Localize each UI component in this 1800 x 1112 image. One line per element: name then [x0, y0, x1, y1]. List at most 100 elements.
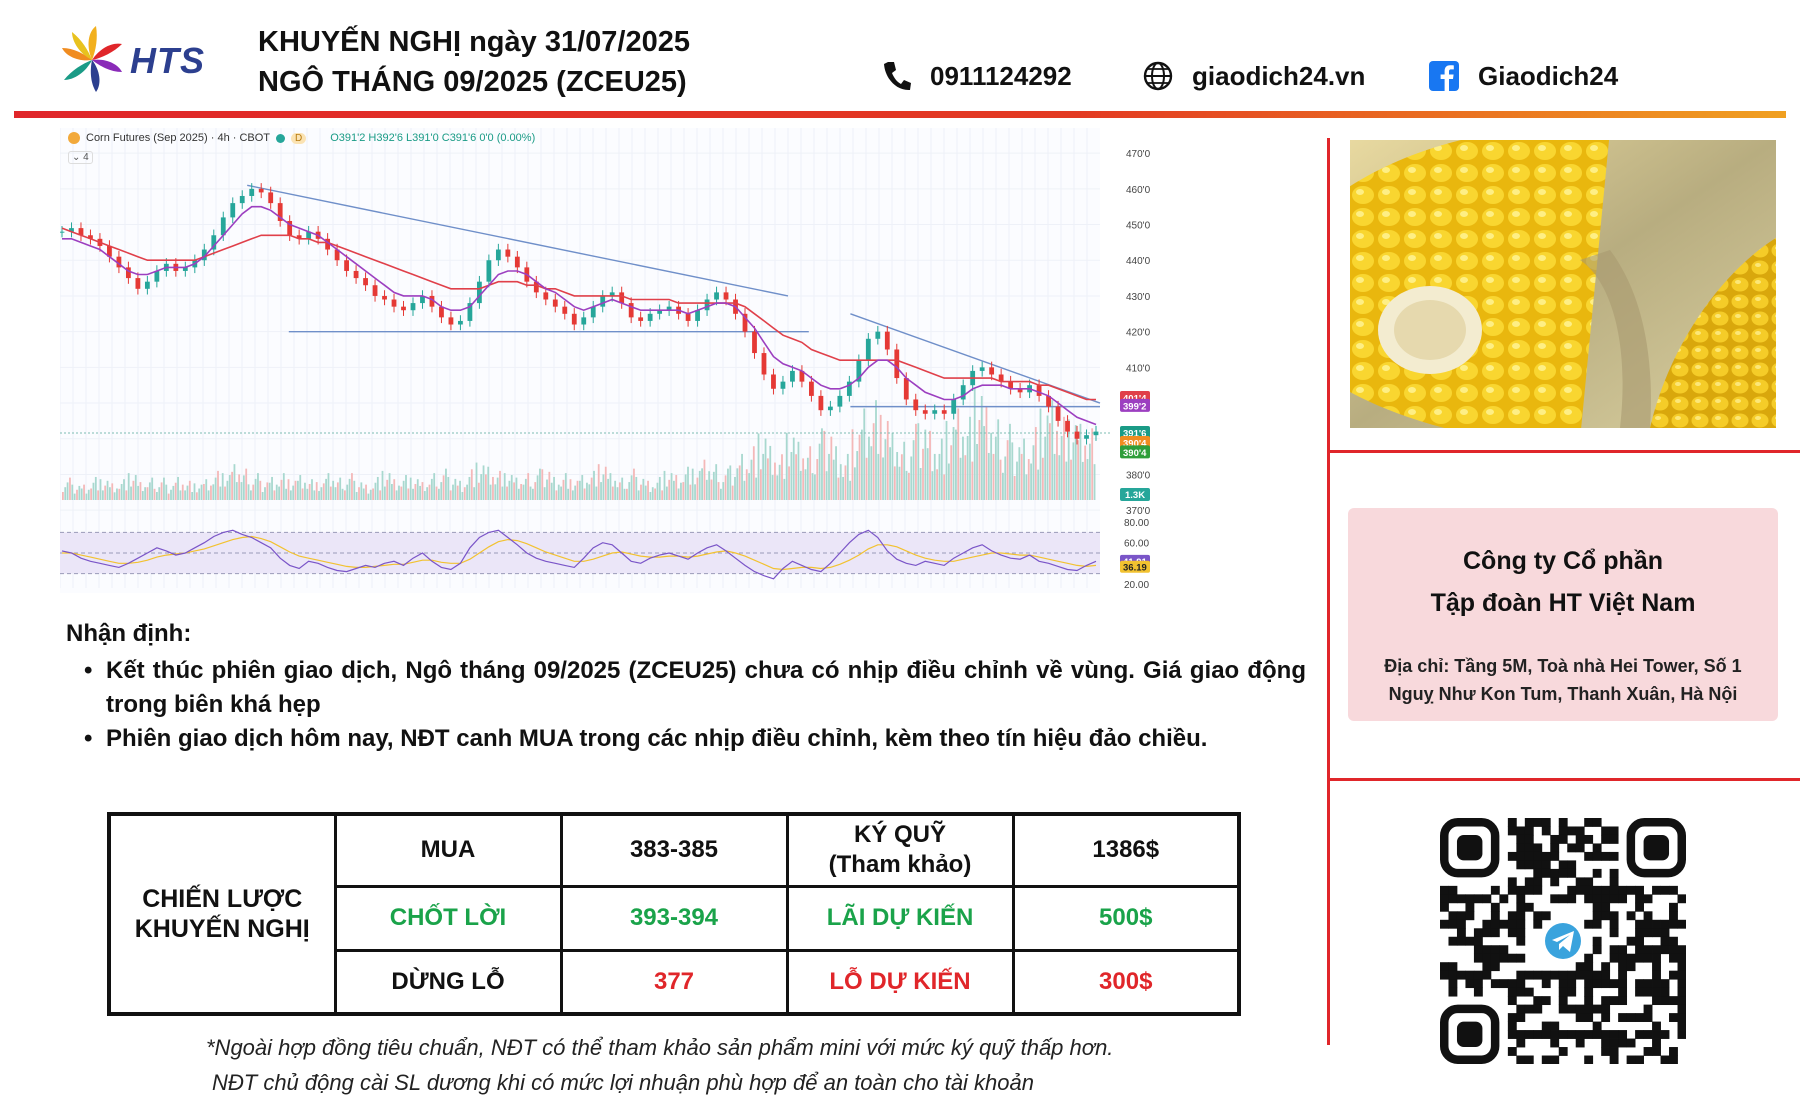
volume-bar — [1088, 443, 1091, 500]
facebook-page[interactable]: Giaodich24 — [1478, 60, 1619, 91]
qr-module — [1635, 979, 1644, 989]
contact-website[interactable]: giaodich24.vn — [1142, 60, 1365, 92]
volume-bar — [903, 441, 906, 500]
volume-bar — [395, 490, 398, 500]
candle-body — [182, 267, 188, 271]
volume-bar — [158, 487, 161, 500]
volume-bar — [823, 430, 826, 500]
candle-body — [420, 295, 425, 304]
volume-bar — [938, 453, 941, 500]
price-chart[interactable]: 470'0 460'0 450'0 440'0 430'0 420'0 410'0 380'0… — [60, 128, 1310, 593]
volume-bar — [468, 476, 471, 500]
volume-bar — [626, 488, 628, 500]
volume-bar — [825, 471, 828, 500]
volume-bar — [870, 446, 873, 500]
qr-module — [1456, 970, 1466, 980]
qr-module — [1584, 851, 1594, 861]
qr-module — [1507, 851, 1517, 861]
volume-bar — [1018, 447, 1021, 500]
qr-module — [1575, 970, 1585, 980]
volume-bar — [1011, 442, 1014, 500]
volume-bar — [579, 480, 581, 500]
qr-module — [1448, 919, 1458, 929]
qr-module — [1677, 945, 1686, 955]
volume-bar — [289, 490, 292, 500]
qr-module — [1524, 877, 1534, 887]
volume-bar — [853, 467, 856, 500]
qr-module — [1592, 843, 1602, 853]
chart-canvas[interactable]: 470'0 460'0 450'0 440'0 430'0 420'0 410'0 380'0… — [60, 128, 1310, 593]
volume-bar — [595, 486, 598, 500]
volume-bar — [188, 480, 191, 500]
website-link[interactable]: giaodich24.vn — [1192, 60, 1366, 91]
qr-module — [1465, 911, 1475, 921]
contact-facebook[interactable]: Giaodich24 — [1428, 60, 1618, 92]
qr-module — [1643, 945, 1653, 955]
volume-bar — [1079, 423, 1082, 500]
ema-fast-line — [62, 205, 1097, 426]
qr-module — [1584, 1004, 1594, 1014]
volume-bar — [151, 477, 154, 500]
qr-module — [1669, 911, 1678, 921]
volume-bar — [769, 445, 772, 500]
qr-module — [1626, 1013, 1636, 1022]
qr-module — [1592, 1004, 1602, 1014]
facebook-icon — [1429, 61, 1459, 91]
qr-module — [1618, 894, 1628, 904]
address-line1: Địa chỉ: Tầng 5M, Toà nhà Hei Tower, Số … — [1384, 656, 1742, 676]
qr-module — [1567, 860, 1577, 870]
volume-bar — [292, 485, 295, 500]
volume-bar — [804, 469, 807, 500]
volume-bar — [959, 457, 962, 500]
volume-bar — [581, 475, 584, 500]
qr-module — [1584, 996, 1594, 1006]
analysis-text-2: Phiên giao dịch hôm nay, NĐT canh MUA tr… — [106, 725, 1208, 752]
candle-body — [695, 310, 700, 321]
candle-body — [1046, 395, 1051, 407]
volume-bar — [240, 482, 243, 500]
volume-bar — [365, 484, 367, 500]
qr-module — [1575, 1004, 1585, 1014]
qr-module — [1609, 894, 1619, 904]
qr-module — [1652, 1030, 1661, 1039]
qr-module — [1601, 1030, 1611, 1039]
volume-bar — [195, 492, 198, 500]
volume-bar — [266, 482, 269, 500]
volume-bar — [915, 423, 917, 500]
qr-module — [1575, 834, 1585, 844]
volume-bar — [306, 488, 309, 500]
margin-label: KÝ QUỸ (Tham khảo) — [785, 812, 1015, 888]
candle-body — [752, 331, 757, 354]
volume-bar — [604, 466, 607, 500]
candle-body — [837, 395, 843, 407]
volume-bar — [900, 454, 903, 500]
volume-bar — [259, 480, 262, 500]
volume-bar — [976, 444, 978, 500]
qr-module — [1473, 936, 1483, 946]
volume-bar — [449, 490, 452, 500]
volume-bar — [87, 489, 90, 500]
indicator-toggle[interactable]: ⌄ 4 — [68, 151, 93, 164]
qr-module — [1601, 826, 1611, 836]
company-card: Công ty Cổ phần Tập đoàn HT Việt Nam Địa… — [1348, 508, 1778, 721]
volume-bar — [426, 487, 429, 500]
qr-module — [1448, 936, 1458, 946]
candle-body — [647, 313, 653, 321]
qr-module — [1507, 1047, 1517, 1056]
volume-bar — [1030, 463, 1032, 500]
volume-bar — [1072, 442, 1075, 500]
telegram-qr-code[interactable] — [1440, 818, 1686, 1064]
rsi-line — [61, 529, 1097, 580]
volume-bar — [630, 475, 633, 500]
volume-bar — [997, 419, 1000, 500]
volume-bar — [111, 483, 114, 500]
volume-bar — [374, 482, 377, 500]
candle-body — [363, 278, 368, 286]
qr-module — [1677, 962, 1686, 972]
volume-bar — [66, 482, 69, 500]
contact-phone[interactable]: 0911124292 — [882, 60, 1072, 92]
qr-module — [1440, 894, 1449, 904]
volume-bar — [973, 388, 976, 500]
qr-module — [1669, 1055, 1678, 1064]
qr-module — [1584, 953, 1594, 963]
